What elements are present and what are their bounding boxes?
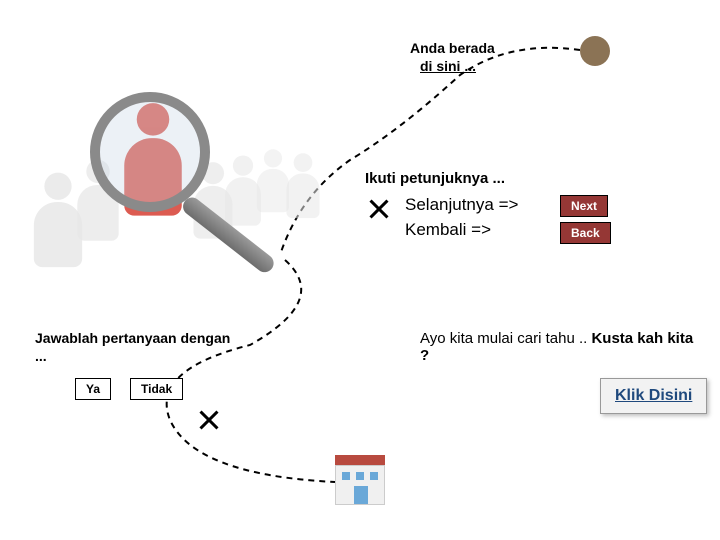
x-mark-icon	[365, 195, 393, 223]
back-text: Kembali =>	[405, 220, 491, 240]
call-to-action-text: Ayo kita mulai cari tahu .. Kusta kah ki…	[420, 330, 700, 364]
label-anda-berada: Anda berada	[410, 40, 495, 56]
x-mark-icon-2	[195, 406, 223, 434]
question-line2: ...	[35, 348, 47, 364]
back-button[interactable]: Back	[560, 222, 611, 244]
klik-disini-button[interactable]: Klik Disini	[600, 378, 707, 414]
next-text: Selanjutnya =>	[405, 195, 518, 215]
crowd-magnifier-graphic	[20, 100, 340, 300]
instructions-title: Ikuti petunjuknya ...	[365, 170, 505, 187]
you-are-here-dot	[580, 36, 610, 66]
call-intro: Ayo kita mulai cari tahu ..	[420, 330, 591, 347]
no-button[interactable]: Tidak	[130, 378, 183, 400]
magnifier-icon	[90, 92, 210, 212]
hospital-icon	[335, 455, 385, 505]
label-di-sini: di sini ...	[420, 58, 476, 74]
question-line1: Jawablah pertanyaan dengan	[35, 330, 230, 346]
yes-button[interactable]: Ya	[75, 378, 111, 400]
next-button[interactable]: Next	[560, 195, 608, 217]
